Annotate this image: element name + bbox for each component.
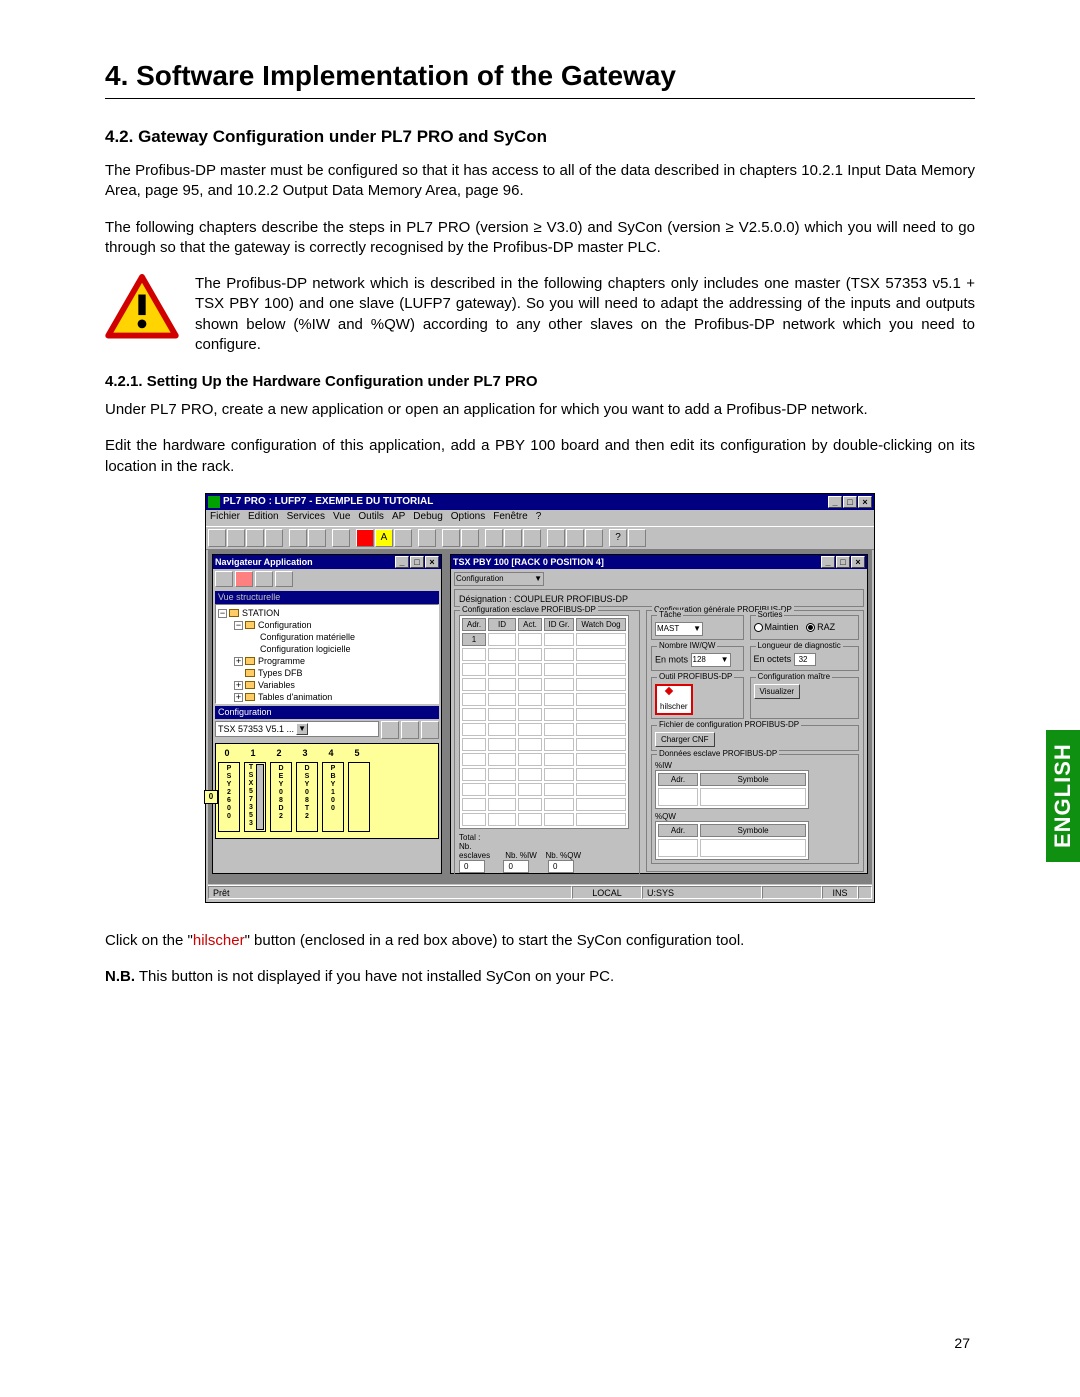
toolbar-button[interactable] — [628, 529, 646, 547]
paragraph: Under PL7 PRO, create a new application … — [105, 400, 975, 420]
conf-toolbar-button[interactable] — [381, 721, 399, 739]
toolbar-button[interactable] — [547, 529, 565, 547]
visualizer-button[interactable]: Visualizer — [754, 684, 801, 699]
subsection-heading: 4.2.1. Setting Up the Hardware Configura… — [105, 373, 975, 390]
toolbar-button[interactable] — [418, 529, 436, 547]
nav-header: Vue structurelle — [215, 591, 439, 604]
fieldset-legend: Configuration esclave PROFIBUS-DP — [460, 605, 598, 614]
toolbar-button[interactable] — [504, 529, 522, 547]
maximize-button[interactable]: □ — [843, 496, 857, 508]
menu-item[interactable]: Edition — [248, 511, 279, 525]
minimize-button[interactable]: _ — [828, 496, 842, 508]
config-combo[interactable]: Configuration▼ — [454, 572, 544, 586]
app-titlebar: PL7 PRO : LUFP7 - EXEMPLE DU TUTORIAL _ … — [206, 494, 874, 510]
pl7-screenshot: PL7 PRO : LUFP7 - EXEMPLE DU TUTORIAL _ … — [205, 493, 875, 903]
toolbar-button[interactable] — [332, 529, 350, 547]
hilscher-inline: hilscher — [193, 932, 245, 949]
total-iw: 0 — [503, 860, 529, 873]
menu-item[interactable]: Outils — [358, 511, 384, 525]
toolbar-button[interactable] — [246, 529, 264, 547]
pby-window: TSX PBY 100 [RACK 0 POSITION 4] _ □ × Co… — [450, 554, 868, 874]
designation-label: Désignation : COUPLEUR PROFIBUS-DP — [459, 594, 628, 604]
window-title: Navigateur Application — [215, 557, 313, 567]
rack-model-combo[interactable]: TSX 57353 V5.1 ... ▼ — [215, 721, 379, 737]
toolbar-button[interactable] — [356, 529, 374, 547]
total-slaves: 0 — [459, 860, 485, 873]
diag-value: 32 — [794, 653, 816, 666]
minimize-button[interactable]: _ — [821, 556, 835, 568]
toolbar-button[interactable] — [265, 529, 283, 547]
navigator-window: Navigateur Application _ □ × Vue structu… — [212, 554, 442, 874]
app-title: PL7 PRO : LUFP7 - EXEMPLE DU TUTORIAL — [223, 496, 433, 507]
total-qw: 0 — [548, 860, 574, 873]
minimize-button[interactable]: _ — [395, 556, 409, 568]
menu-item[interactable]: ? — [536, 511, 542, 525]
paragraph: The Profibus-DP master must be configure… — [105, 161, 975, 202]
load-cnf-button[interactable]: Charger CNF — [655, 732, 715, 747]
nav-toolbar-button[interactable] — [235, 571, 253, 587]
menu-item[interactable]: Fichier — [210, 511, 240, 525]
menubar: Fichier Edition Services Vue Outils AP D… — [206, 510, 874, 526]
toolbar-button[interactable] — [289, 529, 307, 547]
menu-item[interactable]: Vue — [333, 511, 350, 525]
app-icon — [208, 496, 220, 508]
qw-table: Adr.Symbole — [655, 821, 809, 860]
slave-table[interactable]: Adr. ID Act. ID Gr. Watch Dog 1 — [459, 615, 629, 829]
toolbar-button[interactable] — [461, 529, 479, 547]
nio-combo[interactable]: 128▼ — [691, 653, 731, 667]
menu-item[interactable]: Services — [287, 511, 325, 525]
toolbar-button[interactable] — [208, 529, 226, 547]
raz-radio[interactable] — [806, 623, 815, 632]
mdi-workspace: Navigateur Application _ □ × Vue structu… — [208, 550, 872, 884]
toolbar-button[interactable] — [566, 529, 584, 547]
totals-label: Total : — [459, 833, 480, 842]
tree-view[interactable]: −STATION −Configuration Configuration ma… — [215, 604, 439, 704]
config-header: Configuration — [215, 706, 439, 719]
hilscher-button[interactable]: hilscher — [655, 684, 693, 715]
toolbar: A ? — [206, 526, 874, 550]
conf-toolbar-button[interactable] — [421, 721, 439, 739]
conf-toolbar-button[interactable] — [401, 721, 419, 739]
toolbar-button[interactable] — [485, 529, 503, 547]
paragraph: N.B. This button is not displayed if you… — [105, 967, 975, 987]
warning-icon — [105, 274, 179, 340]
toolbar-button[interactable] — [308, 529, 326, 547]
iw-table: Adr.Symbole — [655, 770, 809, 809]
close-button[interactable]: × — [858, 496, 872, 508]
nav-toolbar-button[interactable] — [255, 571, 273, 587]
maximize-button[interactable]: □ — [836, 556, 850, 568]
title-rule — [105, 98, 975, 99]
rack-diagram[interactable]: 0 0PSY26001TSX573532DEY08D23DSY08T24PBY1… — [215, 743, 439, 839]
nav-toolbar-button[interactable] — [275, 571, 293, 587]
paragraph: Click on the "hilscher" button (enclosed… — [105, 931, 975, 951]
paragraph: The following chapters describe the step… — [105, 218, 975, 259]
page-number: 27 — [954, 1335, 970, 1351]
toolbar-button[interactable] — [227, 529, 245, 547]
toolbar-button[interactable] — [442, 529, 460, 547]
menu-item[interactable]: Debug — [413, 511, 442, 525]
rack-index: 0 — [204, 790, 218, 804]
task-combo[interactable]: MAST▼ — [655, 622, 703, 636]
toolbar-button[interactable]: A — [375, 529, 393, 547]
close-button[interactable]: × — [851, 556, 865, 568]
close-button[interactable]: × — [425, 556, 439, 568]
hilscher-icon — [660, 688, 678, 700]
window-title: TSX PBY 100 [RACK 0 POSITION 4] — [453, 557, 604, 567]
menu-item[interactable]: Options — [451, 511, 485, 525]
page-title: 4. Software Implementation of the Gatewa… — [105, 60, 975, 92]
toolbar-button[interactable] — [585, 529, 603, 547]
section-heading: 4.2. Gateway Configuration under PL7 PRO… — [105, 127, 975, 147]
toolbar-button[interactable] — [523, 529, 541, 547]
menu-item[interactable]: Fenêtre — [493, 511, 527, 525]
menu-item[interactable]: AP — [392, 511, 405, 525]
language-tab: ENGLISH — [1046, 730, 1080, 862]
toolbar-button[interactable] — [394, 529, 412, 547]
toolbar-button[interactable]: ? — [609, 529, 627, 547]
statusbar: Prêt LOCAL U:SYS INS — [208, 885, 872, 900]
maintien-radio[interactable] — [754, 623, 763, 632]
nav-toolbar-button[interactable] — [215, 571, 233, 587]
warning-text: The Profibus-DP network which is describ… — [195, 274, 975, 355]
maximize-button[interactable]: □ — [410, 556, 424, 568]
paragraph: Edit the hardware configuration of this … — [105, 436, 975, 477]
